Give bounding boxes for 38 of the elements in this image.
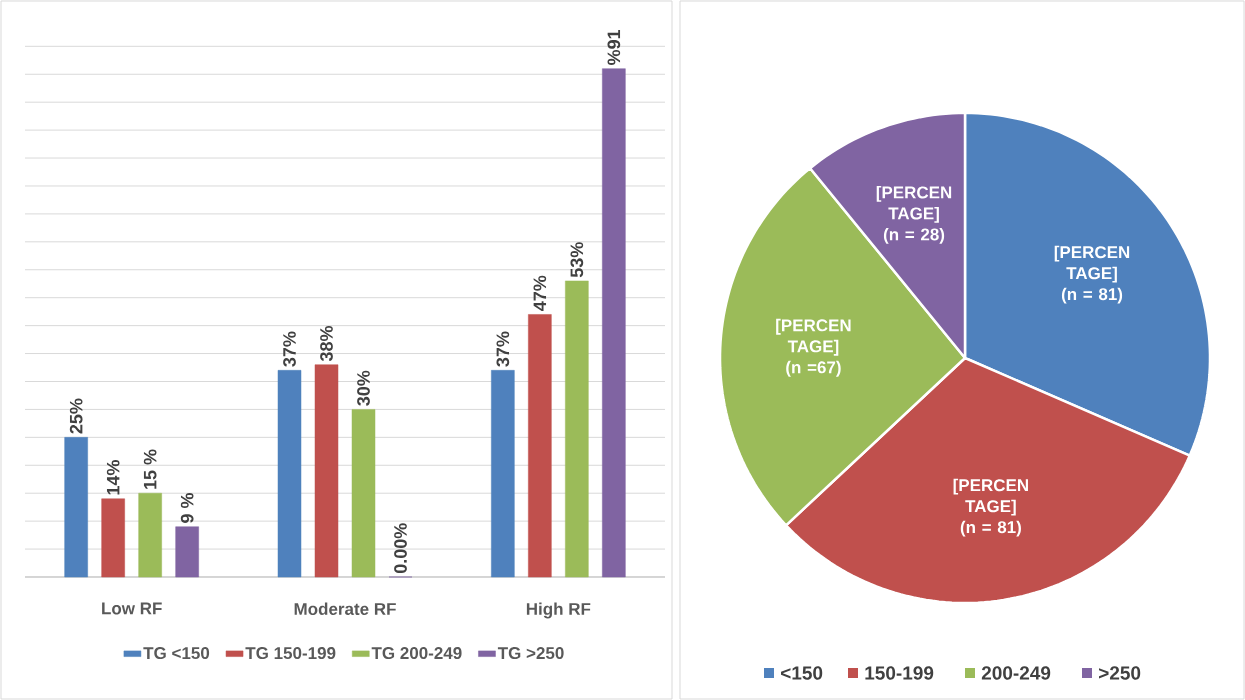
legend-label: TG >250 [497,647,564,660]
data-label: [PERCEN TAGE] (n = 81) [1054,245,1130,304]
bar [491,370,515,578]
bar [314,364,339,578]
bar [351,409,376,578]
x-tick-label: Moderate RF [294,602,396,616]
data-label: 0.00% [394,523,407,574]
legend-label: TG <150 [143,647,210,660]
legend-label: TG 150-199 [245,647,336,660]
data-label: 30% [357,370,370,406]
legend-label: 150-199 [865,666,934,680]
bar [528,314,552,578]
bar [175,526,199,578]
bar [64,437,88,578]
data-label: [PERCEN TAGE] (n = 81) [953,478,1028,537]
legend-label: TG 200-249 [371,647,462,660]
data-label: %91 [607,29,621,66]
legend-label: 200-249 [981,666,1051,680]
data-label: 25% [69,398,83,434]
bar [138,492,162,578]
bar [277,370,302,578]
data-label: 9 % [180,493,194,523]
legend-label: <150 [781,666,823,680]
bar [565,280,589,578]
data-label: 47% [533,275,547,311]
data-label: 14% [106,460,120,495]
bar [101,498,125,578]
data-label: [PERCEN TAGE] (n = 28) [876,186,952,244]
data-label: 15 % [143,449,157,489]
data-label: [PERCEN TAGE] (n =67) [776,318,851,377]
data-label: 53% [570,242,584,278]
x-tick-label: Low RF [102,602,162,615]
data-label: 37% [496,331,510,367]
data-label: 37% [283,331,296,367]
data-label: 38% [320,325,333,362]
bar [602,68,626,578]
legend-label: >250 [1099,666,1141,680]
x-tick-label: High RF [526,602,591,619]
